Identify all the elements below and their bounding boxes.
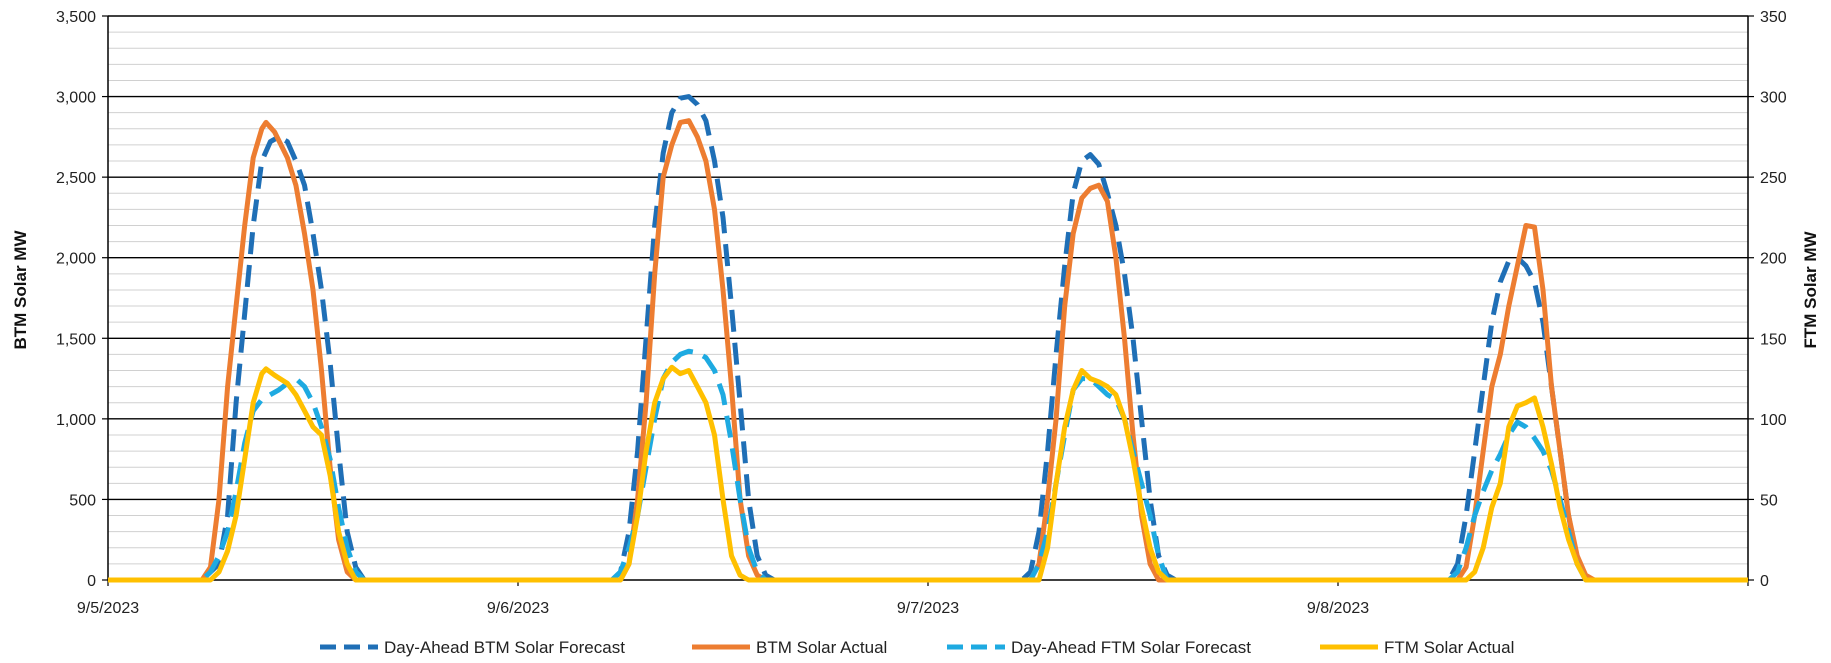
legend-label: BTM Solar Actual <box>756 638 887 657</box>
right-tick-label: 100 <box>1760 412 1787 429</box>
legend: Day-Ahead BTM Solar Forecast BTM Solar Ac… <box>320 638 1514 657</box>
right-tick-label: 250 <box>1760 170 1787 187</box>
right-tick-label: 200 <box>1760 251 1787 268</box>
x-tick-label: 9/7/2023 <box>897 600 959 617</box>
left-tick-label: 500 <box>69 492 96 509</box>
series-line-1 <box>108 118 1748 583</box>
series-line-0 <box>108 94 1748 583</box>
right-tick-label: 350 <box>1760 9 1787 26</box>
left-axis-ticks: 0 500 1,000 1,500 2,000 2,500 3,000 3,500 <box>56 9 96 590</box>
left-tick-label: 1,000 <box>56 412 96 429</box>
legend-label: Day-Ahead BTM Solar Forecast <box>384 638 625 657</box>
right-tick-label: 0 <box>1760 573 1769 590</box>
x-tick-label: 9/8/2023 <box>1307 600 1369 617</box>
axes <box>102 15 1754 586</box>
legend-label: Day-Ahead FTM Solar Forecast <box>1011 638 1251 657</box>
series-lines <box>108 94 1748 583</box>
x-tick-label: 9/6/2023 <box>487 600 549 617</box>
left-tick-label: 3,500 <box>56 9 96 26</box>
series-line-2 <box>108 348 1748 583</box>
right-tick-label: 300 <box>1760 90 1787 107</box>
legend-label: FTM Solar Actual <box>1384 638 1514 657</box>
left-tick-label: 0 <box>87 573 96 590</box>
right-axis-ticks: 0 50 100 150 200 250 300 350 <box>1760 9 1787 590</box>
major-gridlines <box>108 15 1748 501</box>
right-tick-label: 50 <box>1760 492 1778 509</box>
minor-gridlines <box>108 31 1748 565</box>
left-tick-label: 3,000 <box>56 90 96 107</box>
x-tick-label: 9/5/2023 <box>77 600 139 617</box>
left-tick-label: 2,000 <box>56 251 96 268</box>
x-axis-ticks: 9/5/2023 9/6/2023 9/7/2023 9/8/2023 <box>77 600 1369 617</box>
right-axis-title: FTM Solar MW <box>1801 231 1820 349</box>
series-line-3 <box>108 364 1748 583</box>
left-tick-label: 1,500 <box>56 331 96 348</box>
left-tick-label: 2,500 <box>56 170 96 187</box>
left-axis-title: BTM Solar MW <box>11 230 30 350</box>
right-tick-label: 150 <box>1760 331 1787 348</box>
